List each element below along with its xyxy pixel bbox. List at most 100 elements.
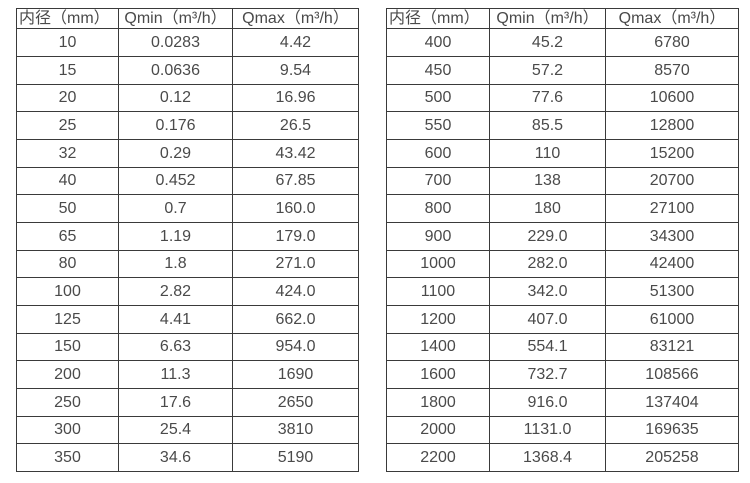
table-cell: 9.54: [232, 55, 359, 85]
table-cell: 2650: [232, 387, 359, 417]
table-cell: 45.2: [489, 28, 606, 57]
table-row: 450 57.2 8570: [386, 55, 739, 85]
table-row: 500 77.6 10600: [386, 83, 739, 113]
table-row: 2000 1131.0 169635: [386, 415, 739, 445]
table-cell: 32: [16, 138, 119, 168]
table-cell: 17.6: [118, 387, 233, 417]
table-row: 125 4.41 662.0: [16, 304, 359, 334]
table-cell: 34.6: [118, 443, 233, 472]
table-cell: 500: [386, 83, 490, 113]
table-cell: 229.0: [489, 221, 606, 251]
table-cell: 25: [16, 111, 119, 140]
table-row: 250 17.6 2650: [16, 387, 359, 417]
table-cell: 1000: [386, 249, 490, 279]
table-cell: 200: [16, 360, 119, 389]
column-header: Qmax（m³/h）: [232, 7, 359, 30]
table-cell: 100: [16, 277, 119, 306]
table-cell: 342.0: [489, 277, 606, 306]
table-cell: 2200: [386, 443, 490, 472]
table-cell: 6780: [605, 28, 739, 57]
flow-rate-tables-container: 内径（mm） Qmin（m³/h） Qmax（m³/h） 10 0.0283 4.42 1…: [16, 7, 739, 472]
table-cell: 1100: [386, 277, 490, 306]
table-row: 1200 407.0 61000: [386, 304, 739, 334]
table-row: 1000 282.0 42400: [386, 249, 739, 279]
table-row: 10 0.0283 4.42: [16, 28, 359, 57]
table-cell: 0.12: [118, 83, 233, 113]
table-cell: 180: [489, 194, 606, 223]
table-row: 150 6.63 954.0: [16, 332, 359, 362]
table-cell: 179.0: [232, 221, 359, 251]
table-cell: 27100: [605, 194, 739, 223]
table-cell: 916.0: [489, 387, 606, 417]
column-header: Qmin（m³/h）: [118, 7, 233, 30]
table-cell: 5190: [232, 443, 359, 472]
table-cell: 11.3: [118, 360, 233, 389]
table-row: 400 45.2 6780: [386, 28, 739, 57]
table-cell: 1800: [386, 387, 490, 417]
table-cell: 15200: [605, 138, 739, 168]
table-cell: 0.176: [118, 111, 233, 140]
table-row: 600 110 15200: [386, 138, 739, 168]
table-cell: 85.5: [489, 111, 606, 140]
table-cell: 424.0: [232, 277, 359, 306]
table-cell: 554.1: [489, 332, 606, 362]
table-row: 1100 342.0 51300: [386, 277, 739, 306]
table-cell: 1368.4: [489, 443, 606, 472]
table-row: 900 229.0 34300: [386, 221, 739, 251]
table-row: 1600 732.7 108566: [386, 360, 739, 389]
table-cell: 282.0: [489, 249, 606, 279]
table-cell: 0.0283: [118, 28, 233, 57]
column-header: Qmax（m³/h）: [605, 7, 739, 30]
table-row: 200 11.3 1690: [16, 360, 359, 389]
table-cell: 150: [16, 332, 119, 362]
table-row: 1400 554.1 83121: [386, 332, 739, 362]
column-header: Qmin（m³/h）: [489, 7, 606, 30]
table-cell: 1600: [386, 360, 490, 389]
flow-rate-table-left: 内径（mm） Qmin（m³/h） Qmax（m³/h） 10 0.0283 4.42 1…: [16, 7, 359, 472]
table-cell: 700: [386, 166, 490, 196]
table-cell: 0.7: [118, 194, 233, 223]
table-row: 65 1.19 179.0: [16, 221, 359, 251]
table-cell: 271.0: [232, 249, 359, 279]
table-cell: 15: [16, 55, 119, 85]
table-cell: 0.0636: [118, 55, 233, 85]
table-cell: 550: [386, 111, 490, 140]
table-cell: 67.85: [232, 166, 359, 196]
table-cell: 26.5: [232, 111, 359, 140]
table-cell: 450: [386, 55, 490, 85]
table-cell: 900: [386, 221, 490, 251]
table-cell: 43.42: [232, 138, 359, 168]
table-cell: 61000: [605, 304, 739, 334]
table-cell: 1131.0: [489, 415, 606, 445]
table-cell: 16.96: [232, 83, 359, 113]
column-header: 内径（mm）: [16, 7, 119, 30]
header-row: 内径（mm） Qmin（m³/h） Qmax（m³/h）: [16, 7, 359, 30]
table-row: 2200 1368.4 205258: [386, 443, 739, 472]
table-row: 15 0.0636 9.54: [16, 55, 359, 85]
table-cell: 407.0: [489, 304, 606, 334]
table-cell: 57.2: [489, 55, 606, 85]
table-cell: 137404: [605, 387, 739, 417]
table-cell: 6.63: [118, 332, 233, 362]
table-cell: 42400: [605, 249, 739, 279]
table-row: 80 1.8 271.0: [16, 249, 359, 279]
table-cell: 2000: [386, 415, 490, 445]
table-cell: 732.7: [489, 360, 606, 389]
table-cell: 250: [16, 387, 119, 417]
table-cell: 169635: [605, 415, 739, 445]
table-row: 25 0.176 26.5: [16, 111, 359, 140]
table-cell: 10600: [605, 83, 739, 113]
table-cell: 205258: [605, 443, 739, 472]
table-cell: 1.8: [118, 249, 233, 279]
table-cell: 2.82: [118, 277, 233, 306]
table-cell: 0.452: [118, 166, 233, 196]
table-cell: 1200: [386, 304, 490, 334]
table-cell: 10: [16, 28, 119, 57]
table-cell: 51300: [605, 277, 739, 306]
table-cell: 110: [489, 138, 606, 168]
table-cell: 3810: [232, 415, 359, 445]
table-cell: 4.41: [118, 304, 233, 334]
table-row: 1800 916.0 137404: [386, 387, 739, 417]
table-cell: 954.0: [232, 332, 359, 362]
table-row: 300 25.4 3810: [16, 415, 359, 445]
